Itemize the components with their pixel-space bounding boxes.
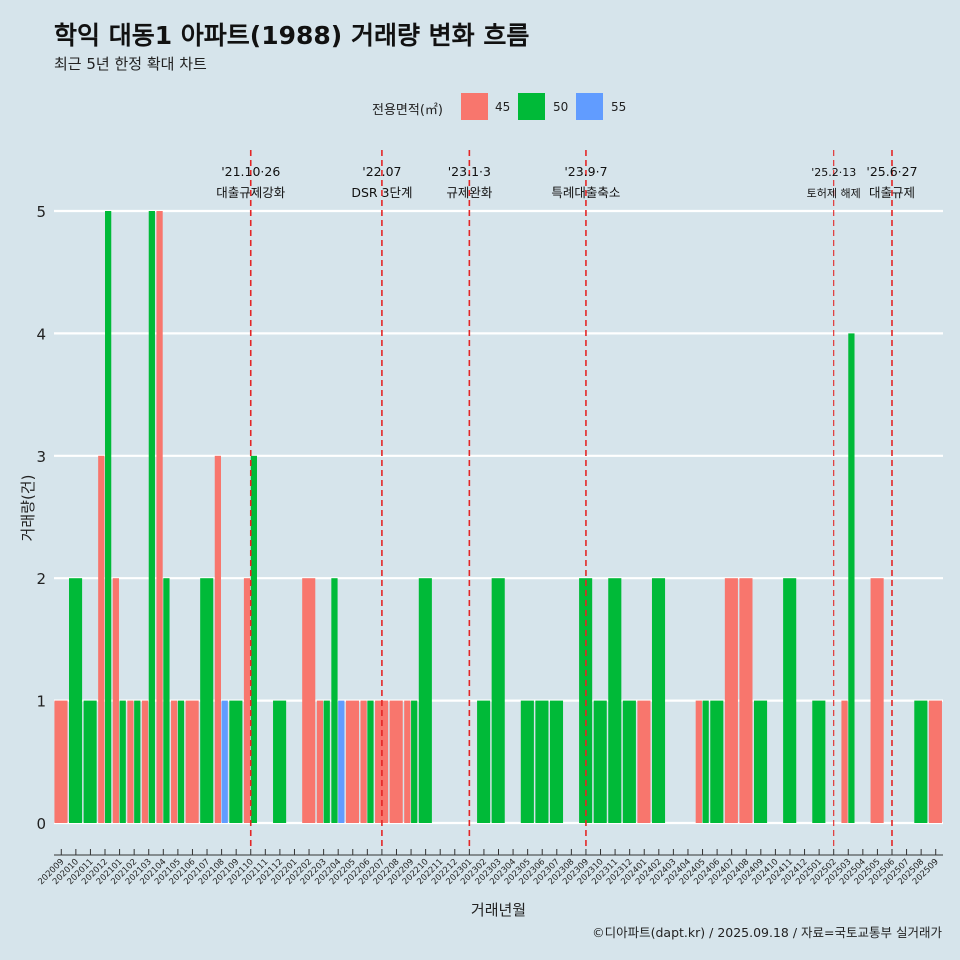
bar-50-202105 [177,700,185,823]
bar-45-202401 [637,700,651,823]
bar-50-202102 [134,700,141,823]
bar-45-202203 [316,700,324,823]
bar-45-202101 [112,578,119,823]
bar-55-202204 [338,700,345,823]
bar-50-202203 [323,700,330,823]
bar-50-202303 [491,578,505,823]
bar-50-202312 [622,700,636,823]
bar-45-202108 [214,455,221,823]
legend-key-50 [518,93,545,120]
bar-50-202206 [367,700,374,823]
caption: ©디아파트(dapt.kr) / 2025.09.18 / 자료=국토교통부 실… [592,925,942,940]
bar-50-202503 [848,333,855,823]
bar-50-202101 [119,700,126,823]
bar-50-202107 [200,578,214,823]
bar-50-202409 [753,700,768,823]
bar-45-202103 [141,700,149,823]
bar-50-202302 [477,700,491,823]
bar-50-202210 [418,578,432,823]
y-tick-label: 3 [36,448,46,466]
bar-45-202408 [739,578,753,823]
bar-45-202503 [841,700,848,823]
legend-key-55 [576,93,603,120]
bar-50-202110 [250,455,257,823]
bar-45-202208 [389,700,403,823]
bar-50-202103 [148,211,155,823]
event-text-label: 토허제 해제 [807,186,861,200]
bar-45-202206 [360,700,367,823]
chart-title: 학익 대동1 아파트(1988) 거래량 변화 흐름 [54,21,530,50]
bar-50-202204 [331,578,338,823]
legend-label-55: 55 [611,100,627,114]
y-tick-label: 0 [36,815,46,833]
x-axis-title: 거래년월 [471,901,526,919]
bar-50-202112 [273,700,287,823]
bar-50-202411 [783,578,797,823]
bar-45-202209 [404,700,411,823]
bar-45-202509 [928,700,942,823]
event-date-label: '25.2·13 [811,166,856,179]
y-tick-label: 2 [36,570,46,588]
bar-50-202402 [651,578,666,823]
bar-50-202209 [411,700,418,823]
bar-45-202009 [54,700,68,823]
bar-50-202305 [520,700,534,823]
event-date-label: '21.10·26 [221,164,280,179]
bar-55-202108 [221,700,228,823]
event-text-label: DSR 3단계 [351,185,412,200]
bar-45-202106 [185,700,199,823]
bar-50-202405 [702,700,709,823]
bar-45-202505 [870,578,884,823]
event-date-label: '23.9·7 [564,164,607,179]
legend-label-50: 50 [553,100,569,114]
event-text-label: 규제완화 [446,185,493,200]
legend: 전용면적(㎡) 45 50 55 [0,93,960,121]
bar-45-202105 [171,700,178,823]
bar-45-202202 [302,578,316,823]
bar-50-202010 [69,578,83,823]
bar-50-202012 [105,211,112,823]
event-date-label: '22.07 [362,164,401,179]
event-text-label: 특례대출축소 [551,185,620,200]
bar-45-202405 [695,700,702,823]
bar-50-202109 [229,700,243,823]
bar-50-202501 [812,700,826,823]
event-date-label: '25.6·27 [866,164,917,179]
bar-50-202104 [163,578,170,823]
bar-50-202310 [593,700,607,823]
bar-50-202307 [549,700,564,823]
bar-45-202102 [127,700,134,823]
event-date-label: '23.1·3 [448,164,491,179]
bar-45-202205 [345,700,360,823]
y-axis-title: 거래량(건) [19,475,37,542]
bar-50-202406 [710,700,724,823]
bar-45-202012 [98,455,105,823]
bar-45-202407 [724,578,738,823]
legend-title: 전용면적(㎡) [372,103,443,118]
y-tick-label: 5 [36,203,46,221]
bar-45-202110 [243,578,251,823]
legend-label-45: 45 [495,100,511,114]
event-text-label: 대출규제 [869,185,915,200]
bar-50-202011 [83,700,97,823]
event-text-label: 대출규제강화 [216,185,286,200]
bar-50-202306 [535,700,549,823]
legend-key-45 [461,93,488,120]
bar-50-202508 [914,700,928,823]
bar-45-202104 [156,211,163,823]
chart-subtitle: 최근 5년 한정 확대 차트 [54,55,207,73]
bar-50-202311 [608,578,622,823]
y-tick-label: 4 [36,325,46,343]
y-tick-label: 1 [36,693,46,711]
